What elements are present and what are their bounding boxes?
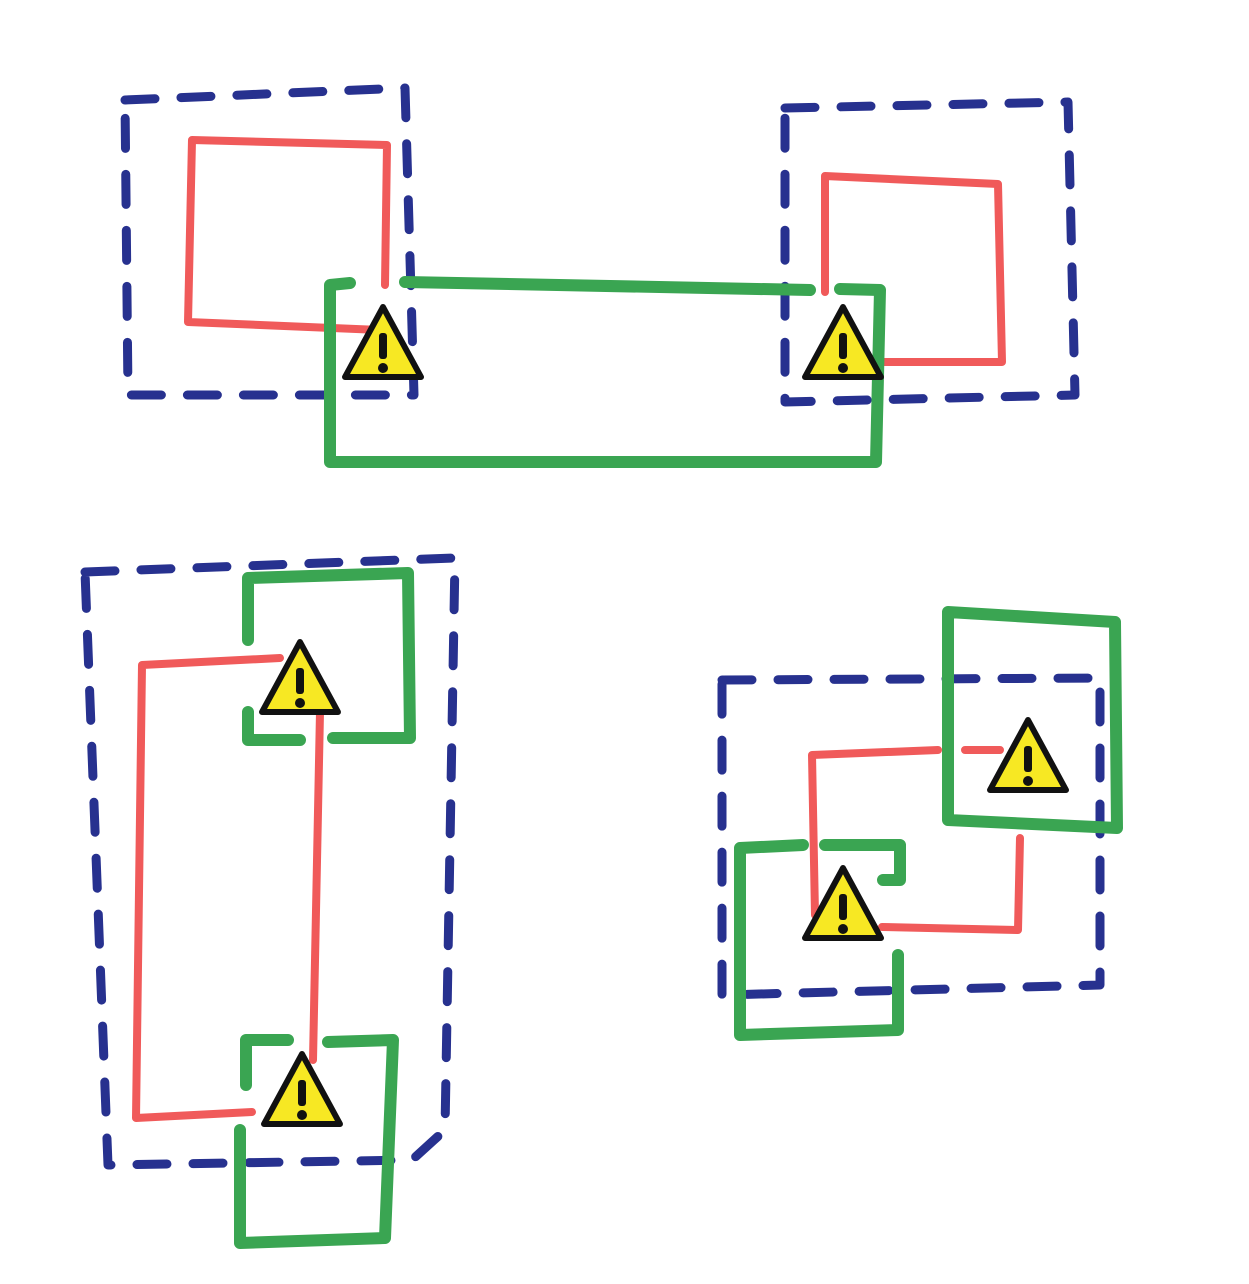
warning-icon [342, 304, 424, 380]
boundary-top-right [780, 97, 1080, 407]
green-box-bottom-right-lower [734, 839, 906, 1041]
red-box-top-right [821, 172, 1006, 366]
warning-icon [802, 865, 884, 941]
group-bottom-right [717, 606, 1123, 1041]
warning-icon [261, 1051, 343, 1127]
boundary-top-left [120, 83, 419, 400]
warning-icon [259, 639, 341, 715]
green-connector-top [324, 276, 886, 468]
red-box-top-left [184, 136, 391, 334]
red-box-bottom-left [132, 654, 324, 1122]
boundary-bottom-right [717, 673, 1105, 1000]
boundary-bottom-left [80, 553, 460, 1170]
red-box-bottom-right [808, 746, 1024, 934]
green-box-bottom-left-bottom [234, 1034, 399, 1249]
green-box-bottom-left-top [242, 567, 416, 746]
group-top-right [780, 97, 1080, 407]
green-box-bottom-right-upper [942, 606, 1123, 834]
warning-icon [987, 717, 1069, 793]
warning-icon [802, 304, 884, 380]
group-top-left [120, 83, 419, 400]
group-bottom-left [80, 553, 460, 1249]
